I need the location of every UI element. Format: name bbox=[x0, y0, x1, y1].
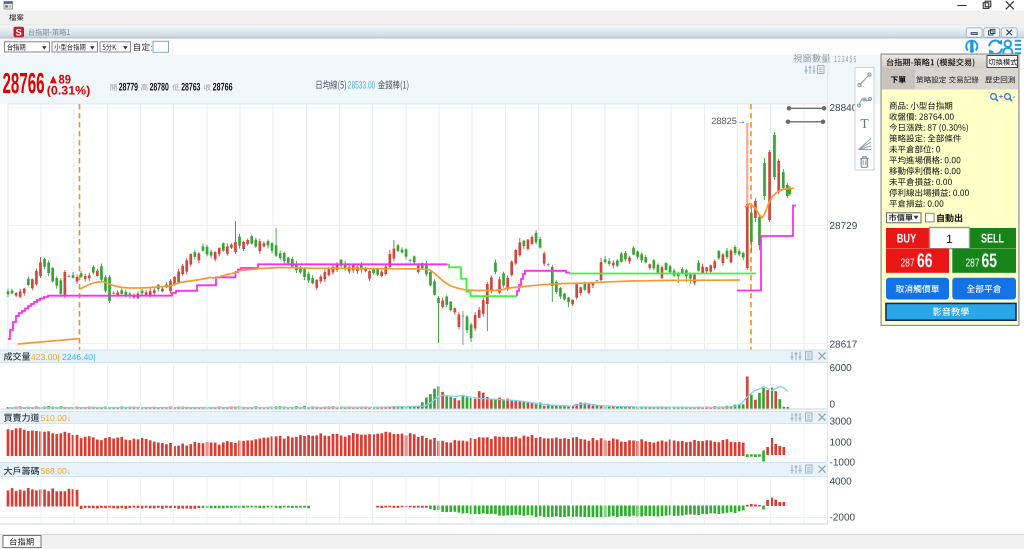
svg-text:S: S bbox=[16, 28, 22, 39]
svg-text:28766: 28766 bbox=[3, 68, 45, 100]
svg-text:28840: 28840 bbox=[830, 103, 858, 114]
svg-text:28779: 28779 bbox=[119, 82, 138, 94]
svg-text:4000: 4000 bbox=[830, 476, 853, 487]
svg-text:1: 1 bbox=[946, 232, 953, 246]
svg-text:BUY: BUY bbox=[897, 232, 917, 246]
svg-text:1 2 3 4 5 6: 1 2 3 4 5 6 bbox=[834, 54, 856, 64]
svg-text:2246.40|: 2246.40| bbox=[62, 352, 95, 362]
svg-text:-1000: -1000 bbox=[830, 458, 856, 469]
svg-text:28533.00: 28533.00 bbox=[348, 80, 376, 92]
svg-text:1000: 1000 bbox=[830, 438, 853, 449]
svg-text:28766: 28766 bbox=[213, 82, 233, 94]
svg-text:28825→: 28825→ bbox=[711, 116, 746, 126]
svg-text:28617: 28617 bbox=[830, 339, 858, 350]
svg-text:423.00|: 423.00| bbox=[31, 352, 60, 362]
svg-text:+: + bbox=[999, 92, 1004, 101]
svg-text:(0.31%): (0.31%) bbox=[47, 84, 91, 98]
svg-text:510.00↓: 510.00↓ bbox=[41, 413, 72, 423]
svg-text:0: 0 bbox=[830, 400, 836, 411]
svg-text:568.00↓: 568.00↓ bbox=[41, 466, 72, 476]
svg-text:28763: 28763 bbox=[181, 82, 200, 94]
svg-text:3000: 3000 bbox=[830, 416, 853, 427]
svg-text::: : bbox=[150, 42, 153, 52]
svg-text:287: 287 bbox=[901, 257, 915, 269]
svg-text:-: - bbox=[1013, 92, 1016, 101]
svg-text:65: 65 bbox=[982, 250, 998, 272]
svg-text:T: T bbox=[860, 116, 869, 131]
svg-text:66: 66 bbox=[917, 250, 933, 272]
svg-text:6000: 6000 bbox=[830, 363, 853, 374]
svg-text:89: 89 bbox=[59, 72, 72, 86]
svg-text:-2000: -2000 bbox=[830, 513, 856, 524]
svg-text:28780: 28780 bbox=[150, 82, 169, 94]
svg-text:287: 287 bbox=[966, 257, 980, 269]
svg-text:28729: 28729 bbox=[830, 221, 858, 232]
svg-text:SELL: SELL bbox=[981, 232, 1004, 246]
